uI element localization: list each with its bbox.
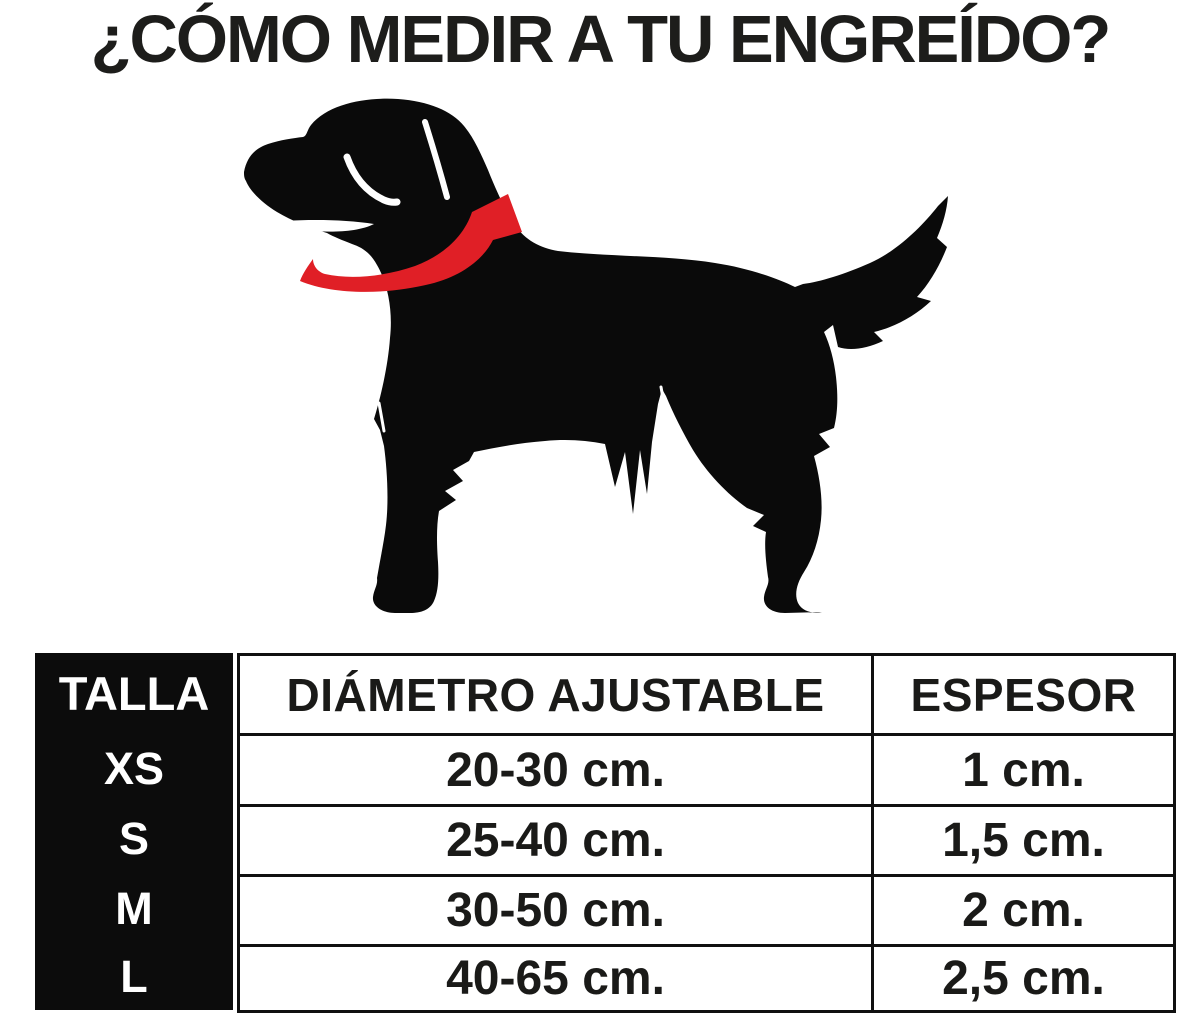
size-label-xs: XS — [103, 742, 165, 794]
size-label-l: L — [120, 951, 148, 1002]
column-header-talla: TALLA — [58, 666, 210, 720]
collar-measure-arrow — [300, 194, 522, 292]
dog-silhouette — [244, 98, 948, 614]
ear-back-gap-icon — [422, 119, 450, 200]
espesor-value: 1 cm. — [871, 733, 1176, 807]
espesor-value: 2,5 cm. — [871, 944, 1176, 1013]
measurements-table: DIÁMETRO AJUSTABLE ESPESOR 20-30 cm. 1 c… — [237, 653, 1176, 1013]
mouth-line-icon — [286, 220, 374, 232]
table-row: 20-30 cm. 1 cm. — [237, 733, 1176, 807]
diametro-value: 40-65 cm. — [237, 944, 874, 1013]
size-column: TALLA XS S M L — [35, 653, 233, 1010]
espesor-value: 1,5 cm. — [871, 804, 1176, 877]
diametro-value: 25-40 cm. — [237, 804, 874, 877]
table-row: 30-50 cm. 2 cm. — [237, 874, 1176, 947]
size-table: TALLA XS S M L DIÁMETRO AJUSTABLE ESPESO… — [35, 653, 1176, 1013]
table-row: 40-65 cm. 2,5 cm. — [237, 944, 1176, 1013]
page-title: ¿CÓMO MEDIR A TU ENGREÍDO? — [90, 2, 1112, 77]
chest-leg-gap-icon — [377, 401, 386, 433]
column-header-diametro: DIÁMETRO AJUSTABLE — [237, 653, 874, 736]
belly-thigh-gap-icon — [659, 385, 666, 406]
espesor-value: 2 cm. — [871, 874, 1176, 947]
ear-inner-line-icon — [343, 153, 401, 206]
table-header-row: DIÁMETRO AJUSTABLE ESPESOR — [237, 653, 1176, 736]
size-label-m: M — [115, 883, 153, 934]
diametro-value: 20-30 cm. — [237, 733, 874, 807]
size-label-s: S — [118, 813, 149, 864]
column-gap — [233, 653, 237, 1010]
diametro-value: 30-50 cm. — [237, 874, 874, 947]
column-header-espesor: ESPESOR — [871, 653, 1176, 736]
table-row: 25-40 cm. 1,5 cm. — [237, 804, 1176, 877]
